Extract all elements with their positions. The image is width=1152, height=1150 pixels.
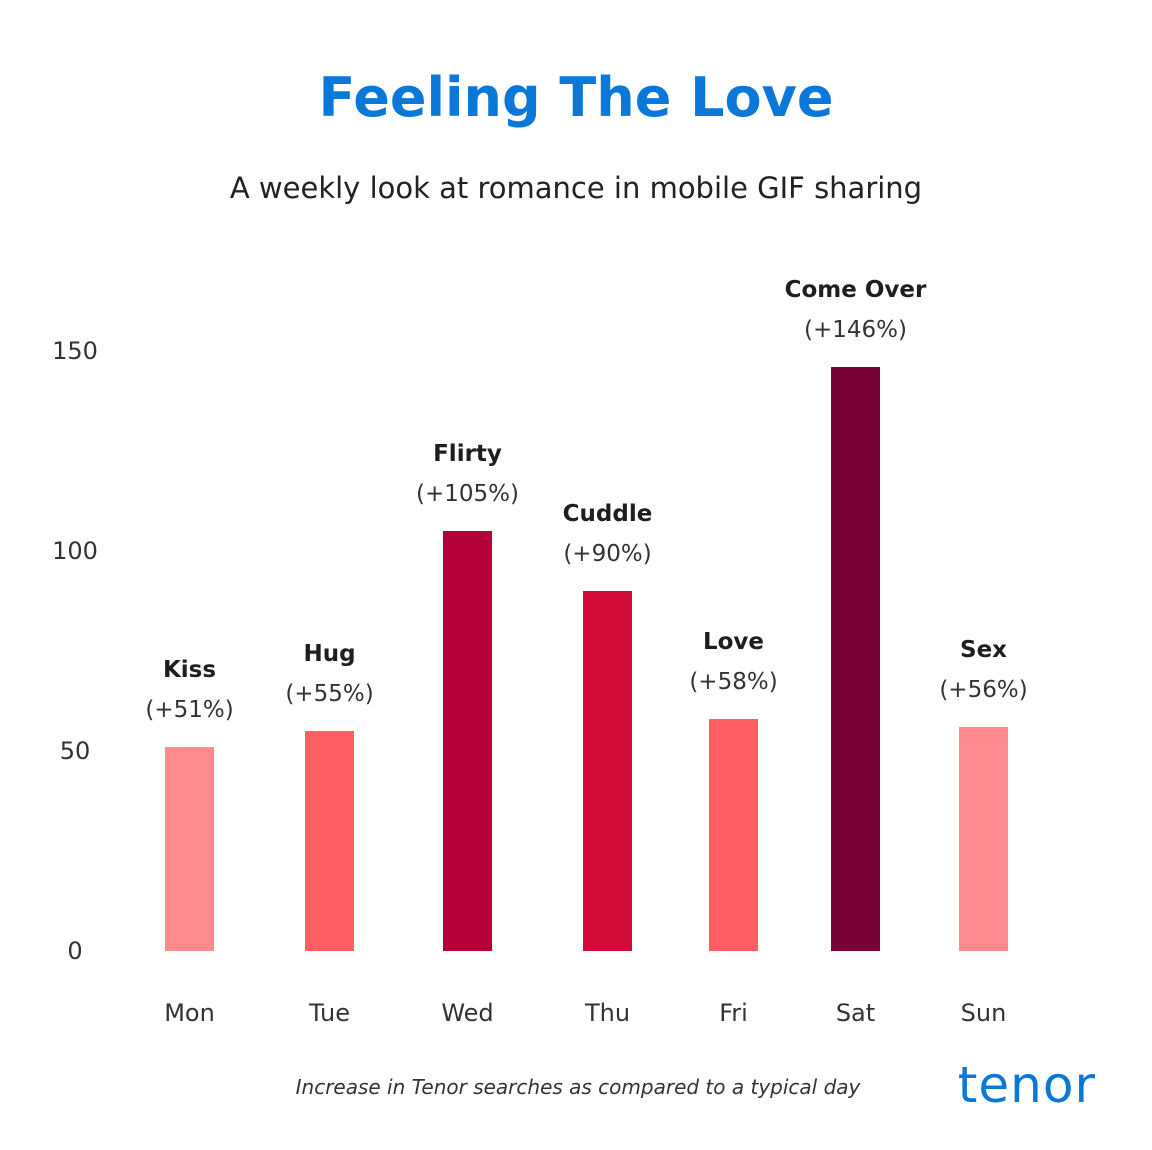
bar-value-label: (+90%) [563,541,651,567]
bar-term-label: Hug [303,641,355,667]
bar [709,719,758,951]
bar-term-label: Cuddle [563,501,653,527]
bar [165,747,214,951]
bar [959,727,1008,951]
y-tick-label: 150 [52,337,98,365]
bar-value-label: (+146%) [804,317,907,343]
bar-value-label: (+58%) [689,669,777,695]
bar-value-label: (+55%) [285,681,373,707]
bar [831,367,880,951]
chart-title: Feeling The Love [318,66,834,129]
chart-footnote: Increase in Tenor searches as compared t… [295,1075,861,1099]
bar-term-label: Come Over [785,277,927,303]
bar-value-label: (+51%) [145,697,233,723]
bar [305,731,354,951]
x-tick-label: Tue [308,999,350,1027]
tenor-logo: tenor [957,1056,1096,1114]
x-tick-label: Wed [441,999,493,1027]
bar-value-label: (+56%) [939,677,1027,703]
bar-term-label: Sex [960,637,1007,663]
bar-value-label: (+105%) [416,481,519,507]
x-tick-label: Fri [719,999,748,1027]
x-tick-label: Sun [961,999,1007,1027]
x-tick-label: Sat [836,999,875,1027]
bar-term-label: Kiss [163,657,216,683]
bar-term-label: Love [703,629,764,655]
x-tick-label: Mon [164,999,215,1027]
x-tick-label: Thu [584,999,630,1027]
y-tick-label: 50 [60,737,91,765]
bar-term-label: Flirty [433,441,502,467]
bar [583,591,632,951]
chart-subtitle: A weekly look at romance in mobile GIF s… [229,171,923,205]
y-tick-label: 0 [67,937,82,965]
y-tick-label: 100 [52,537,98,565]
bar [443,531,492,951]
